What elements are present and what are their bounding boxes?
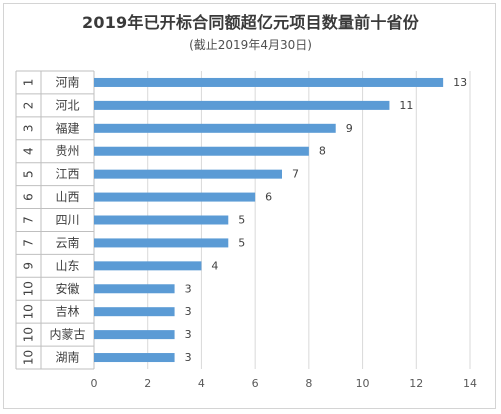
data-label: 3 [185,351,192,364]
x-tick-label: 8 [305,377,312,390]
rank-label: 1 [22,79,36,87]
x-tick-label: 10 [356,377,370,390]
bar [94,307,175,317]
rank-label: 10 [22,304,36,319]
chart-title: 2019年已开标合同额超亿元项目数量前十省份 [82,13,419,32]
x-tick-label: 14 [463,377,477,390]
data-label: 11 [399,99,413,112]
data-label: 8 [319,145,326,158]
data-label: 13 [453,76,467,89]
chart-subtitle: (截止2019年4月30日) [189,38,312,52]
bar [94,238,229,248]
rank-label: 2 [22,102,36,110]
category-label: 湖南 [55,350,79,365]
category-label: 河南 [55,74,79,89]
category-label: 山东 [55,259,79,273]
bar [94,215,229,225]
bar [94,123,336,133]
bar [94,146,309,156]
bar [94,192,256,202]
rank-label: 7 [22,239,36,247]
data-label: 3 [185,282,192,295]
data-label: 9 [346,122,353,135]
data-label: 4 [211,259,218,272]
x-tick-label: 0 [91,377,98,390]
data-label: 5 [238,236,245,249]
data-label: 5 [238,214,245,227]
x-tick-label: 4 [198,377,205,390]
rank-label: 3 [22,124,36,132]
bar [94,169,282,179]
rank-label: 10 [22,350,36,365]
bar [94,77,444,87]
data-label: 6 [265,191,272,204]
rank-label: 5 [22,170,36,178]
bar [94,261,202,271]
x-tick-label: 12 [409,377,423,390]
bar [94,284,175,294]
category-label: 内蒙古 [49,327,85,342]
x-tick-label: 6 [252,377,259,390]
category-label: 安徽 [55,281,79,296]
rank-label: 4 [22,147,36,155]
x-tick-label: 2 [144,377,151,390]
category-label: 山西 [55,190,79,204]
category-label: 江西 [55,167,79,181]
bar [94,353,175,363]
category-label: 云南 [55,235,79,250]
bar [94,330,175,340]
rank-label: 7 [22,216,36,224]
data-label: 3 [185,305,192,318]
rank-label: 10 [22,327,36,342]
category-label: 福建 [55,120,79,135]
rank-label: 9 [22,262,36,270]
category-label: 四川 [55,213,79,227]
data-label: 3 [185,328,192,341]
category-label: 贵州 [55,144,79,158]
category-label: 河北 [55,98,79,112]
bar [94,100,390,110]
rank-label: 10 [22,281,36,296]
category-label: 吉林 [55,305,79,319]
rank-label: 6 [22,193,36,201]
data-label: 7 [292,168,299,181]
